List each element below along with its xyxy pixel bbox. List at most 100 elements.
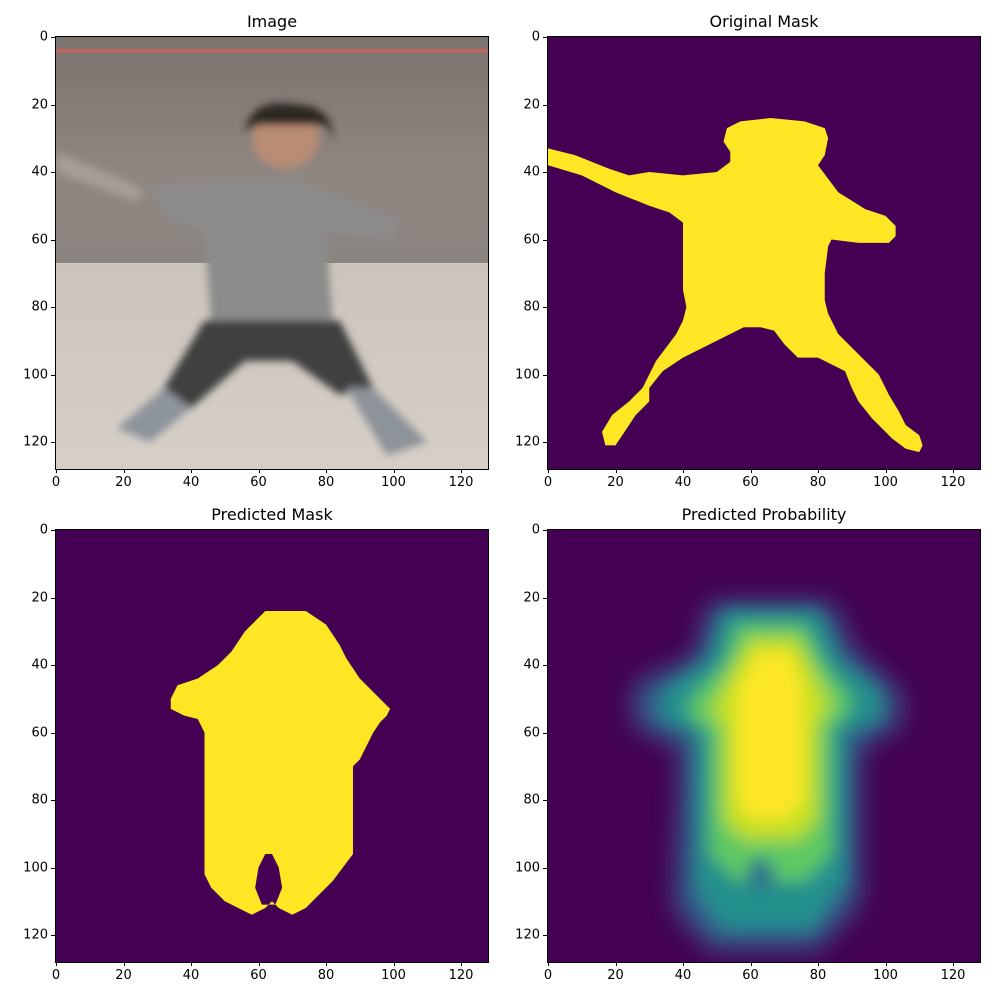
person xyxy=(56,103,428,456)
y-tick-mark xyxy=(543,307,547,308)
y-tick-mark xyxy=(51,597,55,599)
x-tick-label: 80 xyxy=(317,968,335,983)
y-tick-mark xyxy=(543,800,547,801)
y-tick-mark xyxy=(51,239,55,241)
y-tick-mark xyxy=(51,935,55,936)
y-tick-label: 120 xyxy=(23,434,48,450)
y-tick-mark xyxy=(543,665,547,666)
x-tick-label: 20 xyxy=(607,475,624,490)
x-tick-mark xyxy=(258,962,260,966)
x-tick-label: 120 xyxy=(940,475,966,490)
y-tick-label: 60 xyxy=(31,232,48,247)
y-tick-mark xyxy=(51,374,55,376)
panel-original-mask: Original Mask 0 20 40 60 80 100 120 0 20 40 60 80 10… xyxy=(492,0,1000,500)
x-tick-mark xyxy=(615,962,617,966)
x-tick-mark xyxy=(393,962,395,966)
y-tick-mark xyxy=(51,867,55,869)
x-tick-label: 120 xyxy=(448,475,474,490)
photo-canvas xyxy=(56,37,488,469)
y-tick-label: 100 xyxy=(23,367,48,382)
x-tick-mark xyxy=(953,469,954,473)
y-tick-label: 0 xyxy=(531,522,540,538)
panel-title: Original Mask xyxy=(709,12,819,31)
x-tick-label: 120 xyxy=(940,968,966,983)
x-tick-label: 0 xyxy=(543,968,553,983)
panel-predicted-mask: Predicted Mask 0 20 40 60 80 100 120 0 20 40 60 80 1… xyxy=(0,493,500,1000)
x-tick-label: 60 xyxy=(250,475,267,490)
y-tick-label: 80 xyxy=(31,299,48,315)
x-tick-mark xyxy=(548,962,549,966)
y-tick-mark xyxy=(543,867,547,869)
panel-image: Image xyxy=(0,0,500,500)
y-tick-label: 80 xyxy=(523,299,540,315)
x-tick-mark xyxy=(548,469,549,473)
y-tick-mark xyxy=(51,530,55,531)
x-tick-label: 100 xyxy=(873,968,898,983)
x-tick-mark xyxy=(818,469,819,473)
x-tick-label: 20 xyxy=(115,475,132,490)
y-tick-label: 20 xyxy=(31,590,48,605)
predicted-mask-frame xyxy=(56,530,488,962)
x-tick-label: 80 xyxy=(809,475,827,490)
y-tick-mark xyxy=(51,665,55,666)
mask-shape xyxy=(170,611,391,915)
y-tick-mark xyxy=(51,307,55,308)
panel-title: Image xyxy=(246,12,298,31)
y-tick-label: 100 xyxy=(515,367,540,382)
x-tick-mark xyxy=(393,469,395,473)
x-tick-mark xyxy=(615,469,617,473)
y-tick-label: 20 xyxy=(523,590,540,605)
y-tick-mark xyxy=(543,239,547,241)
x-tick-mark xyxy=(326,469,327,473)
y-tick-mark xyxy=(543,597,547,599)
x-tick-label: 20 xyxy=(115,968,132,983)
x-tick-label: 100 xyxy=(381,475,406,490)
y-tick-label: 120 xyxy=(23,927,48,943)
panel-title: Predicted Mask xyxy=(211,505,333,524)
y-tick-mark xyxy=(51,104,55,106)
x-tick-label: 0 xyxy=(543,475,553,490)
x-tick-mark xyxy=(191,469,192,473)
y-tick-mark xyxy=(543,935,547,936)
y-tick-mark xyxy=(51,800,55,801)
x-tick-mark xyxy=(885,962,887,966)
y-tick-label: 100 xyxy=(515,860,540,875)
x-tick-mark xyxy=(123,962,125,966)
x-tick-label: 80 xyxy=(809,968,827,983)
y-tick-label: 60 xyxy=(31,725,48,740)
x-tick-mark xyxy=(750,469,752,473)
y-tick-mark xyxy=(543,104,547,106)
x-tick-label: 40 xyxy=(182,475,200,490)
y-tick-label: 20 xyxy=(523,97,540,112)
x-tick-mark xyxy=(953,962,954,966)
y-tick-label: 80 xyxy=(523,792,540,808)
predicted-mask-canvas xyxy=(56,530,488,962)
x-tick-mark xyxy=(885,469,887,473)
panel-predicted-probability: Predicted Probability 0 20 40 60 80 100 120 0 20… xyxy=(492,493,1000,1000)
x-tick-label: 60 xyxy=(742,475,759,490)
original-mask-canvas xyxy=(548,37,980,469)
y-tick-label: 40 xyxy=(31,164,48,180)
image-frame xyxy=(56,37,488,469)
x-tick-mark xyxy=(683,962,684,966)
y-tick-label: 0 xyxy=(39,29,48,45)
x-tick-mark xyxy=(818,962,819,966)
x-tick-mark xyxy=(326,962,327,966)
y-tick-mark xyxy=(51,732,55,734)
y-tick-mark xyxy=(51,172,55,173)
panel-title: Predicted Probability xyxy=(681,505,847,524)
y-tick-label: 60 xyxy=(523,725,540,740)
x-tick-mark xyxy=(258,469,260,473)
y-tick-label: 60 xyxy=(523,232,540,247)
y-tick-mark xyxy=(543,374,547,376)
mask-shape xyxy=(548,118,923,453)
predicted-probability-frame xyxy=(548,530,980,962)
y-tick-mark xyxy=(543,172,547,173)
y-tick-label: 100 xyxy=(23,860,48,875)
probability-canvas xyxy=(548,530,980,962)
x-tick-mark xyxy=(123,469,125,473)
x-tick-mark xyxy=(683,469,684,473)
y-tick-label: 80 xyxy=(31,792,48,808)
y-tick-label: 40 xyxy=(31,657,48,673)
x-tick-label: 100 xyxy=(873,475,898,490)
